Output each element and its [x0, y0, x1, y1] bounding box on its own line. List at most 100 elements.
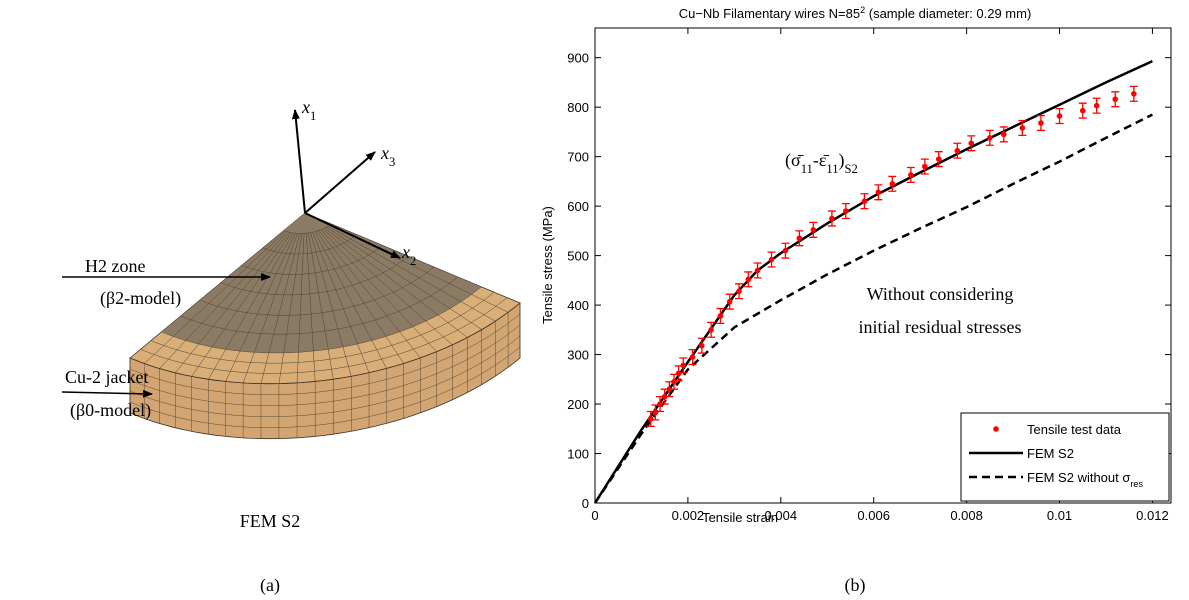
script-text: S2: [845, 162, 858, 176]
pointer-arrow: [61, 389, 153, 398]
mesh-line: [191, 232, 292, 377]
data-point: [647, 416, 654, 422]
data-point: [875, 189, 882, 196]
x-tick-label: 0.006: [857, 508, 890, 523]
mesh-line: [322, 228, 453, 346]
mesh-line: [310, 232, 352, 377]
text-part: ): [839, 150, 845, 171]
y-tick-label: 100: [567, 447, 589, 462]
axis-arrow: [304, 212, 401, 259]
data-point: [843, 208, 849, 214]
data-point: [717, 313, 724, 319]
y-axis-label: Tensile stress (MPa): [540, 206, 555, 324]
axis-symbol: x1: [301, 97, 316, 123]
data-point: [736, 288, 742, 295]
zone-label: (β0-model): [70, 400, 151, 421]
text-part: Cu−Nb Filamentary wires N=85: [679, 6, 860, 21]
panel-label: (b): [845, 575, 866, 596]
x-tick-label: 0.004: [765, 508, 798, 523]
data-point: [1038, 120, 1044, 126]
mesh-line: [278, 233, 303, 384]
text-part: x: [301, 97, 310, 117]
axis-arrow: [291, 109, 306, 214]
chart: (b) Cu−Nb Filamentary wires N=852 (sample…: [540, 5, 1172, 596]
data-point: [810, 227, 817, 233]
script-text: 1: [310, 109, 316, 123]
data-point: [699, 342, 705, 349]
axis-arrow: [304, 151, 376, 214]
mesh-line: [326, 226, 482, 330]
mesh-line: [320, 229, 437, 352]
y-tick-label: 900: [567, 51, 589, 66]
data-point: [1056, 113, 1063, 119]
legend-label: FEM S2 without σres: [1027, 470, 1143, 489]
y-tick-label: 700: [567, 150, 589, 165]
mesh-line: [324, 227, 468, 338]
x-tick-label: 0: [591, 508, 598, 523]
y-tick-label: 600: [567, 199, 589, 214]
data-point: [675, 370, 682, 377]
text-part: -ε̄: [813, 150, 830, 170]
data-point: [726, 298, 733, 305]
mesh-line: [305, 233, 316, 382]
data-point: [968, 140, 975, 147]
mesh-line: [283, 223, 331, 234]
data-point: [922, 163, 928, 170]
data-point: [745, 276, 752, 283]
text-part: FEM S2 without σ: [1027, 470, 1130, 485]
data-point: [680, 362, 687, 369]
mesh-line: [242, 233, 298, 383]
formula-annotation: (σ̄11-ε̄11)S2: [785, 150, 858, 176]
data-point: [689, 354, 696, 360]
x-tick-label: 0.008: [950, 508, 983, 523]
mesh-line: [314, 231, 387, 369]
x-tick-label: 0.01: [1047, 508, 1072, 523]
data-point: [1079, 107, 1086, 114]
zone-label: Cu-2 jacket: [65, 367, 148, 387]
axis-symbol: x3: [380, 143, 395, 169]
x-tick-label: 0.002: [672, 508, 705, 523]
text-part: x: [380, 143, 389, 163]
legend-label: Tensile test data: [1027, 422, 1122, 437]
mesh-line: [327, 225, 496, 322]
data-point: [954, 147, 961, 154]
x-tick-label: 0.012: [1136, 508, 1169, 523]
data-point: [754, 267, 761, 274]
data-point: [768, 256, 775, 263]
mesh-line: [159, 231, 288, 369]
mesh-line: [318, 230, 421, 359]
script-text: 2: [860, 5, 865, 15]
mesh-line: [260, 233, 300, 384]
data-point: [708, 327, 714, 333]
script-text: 3: [389, 155, 395, 169]
mesh-line: [208, 232, 294, 380]
data-point: [796, 235, 803, 242]
mesh-line: [225, 233, 296, 382]
data-point: [935, 156, 942, 162]
legend-label: FEM S2: [1027, 446, 1074, 461]
mesh-line: [175, 232, 290, 373]
legend-marker: [993, 426, 999, 432]
mesh-line: [308, 232, 334, 380]
data-point: [661, 393, 668, 400]
data-point: [1112, 96, 1119, 103]
mesh-line: [312, 232, 370, 373]
chart-title: Cu−Nb Filamentary wires N=852 (sample di…: [679, 5, 1032, 21]
script-text: res: [1130, 479, 1143, 489]
mesh-line: [129, 230, 285, 359]
data-point: [861, 198, 868, 204]
data-point: [889, 181, 896, 187]
data-point: [829, 215, 835, 222]
text-part: (sample diameter: 0.29 mm): [865, 6, 1031, 21]
text-part: (σ̄: [785, 150, 804, 171]
mesh-line: [330, 223, 521, 304]
data-point: [1000, 131, 1007, 138]
mesh-line: [144, 230, 286, 364]
data-point: [652, 409, 659, 416]
annotation: initial residual stresses: [859, 317, 1022, 337]
annotation: Without considering: [867, 284, 1014, 304]
zone-label: (β2-model): [100, 288, 181, 309]
data-point: [908, 172, 914, 178]
series-line: [593, 113, 1153, 504]
